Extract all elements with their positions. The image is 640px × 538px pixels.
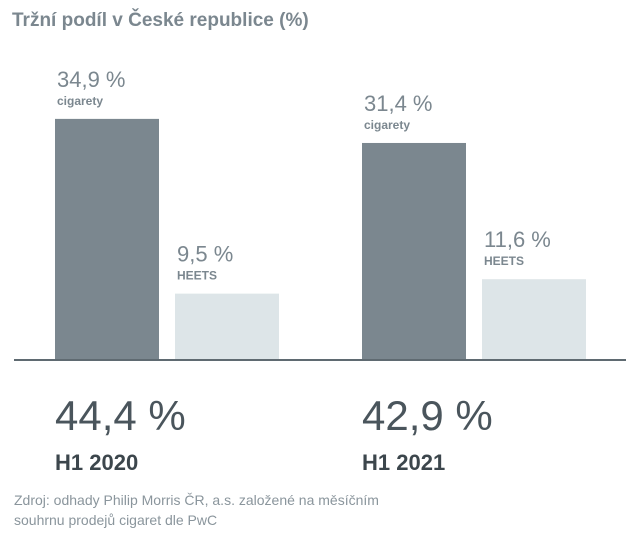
bar [175,293,279,359]
value-label: 11,6 % [484,227,551,252]
series-label: cigarety [364,118,410,132]
source-note: souhrnu prodejů cigaret dle PwC [14,512,217,528]
value-label: 34,9 % [57,67,126,92]
category-label: H1 2020 [55,450,138,475]
value-label: 9,5 % [177,242,233,267]
source-note: Zdroj: odhady Philip Morris ČR, a.s. zal… [14,492,379,508]
series-label: HEETS [177,269,217,283]
series-label: cigarety [57,94,103,108]
chart-title: Tržní podíl v České republice (%) [12,9,309,31]
bar [482,279,586,359]
bar [55,118,159,359]
total-label: 44,4 % [55,392,186,439]
total-label: 42,9 % [362,392,493,439]
value-label: 31,4 % [364,91,433,116]
bar [362,142,466,359]
category-label: H1 2021 [362,450,445,475]
series-label: HEETS [484,254,524,268]
